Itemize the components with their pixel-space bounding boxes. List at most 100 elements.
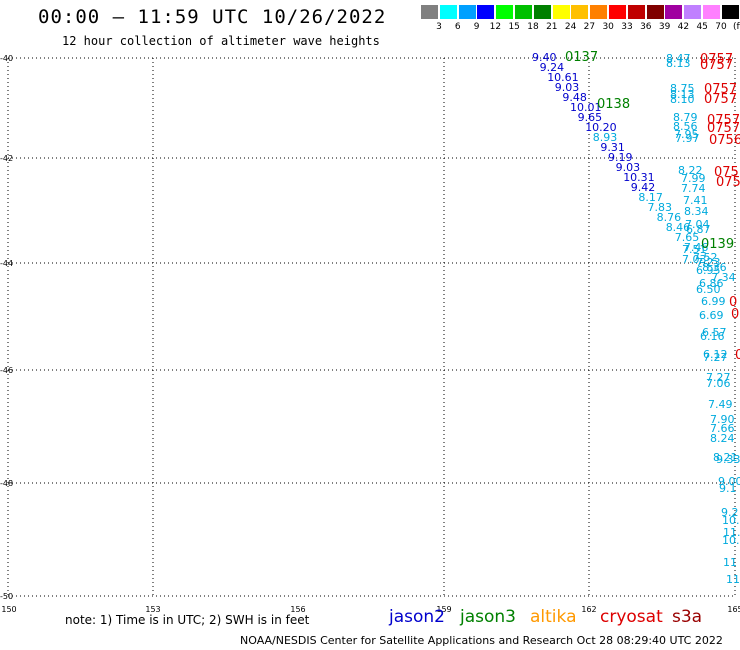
lat-label: -40 [0, 54, 13, 63]
swh-value: 8.10 [670, 93, 695, 106]
lon-label: 150 [1, 605, 16, 614]
swh-value: 9.03 [555, 81, 580, 94]
legend-label: 6 [454, 22, 461, 32]
lon-label: 153 [145, 605, 160, 614]
legend-swatch [533, 5, 551, 19]
legend-swatch [703, 5, 720, 19]
swh-value: 6.99 [701, 295, 726, 308]
swh-value: 7.83 [648, 201, 673, 214]
cycle-id: 0139 [701, 237, 734, 252]
legend-swatch [721, 5, 739, 19]
swh-value: 10. [722, 514, 740, 527]
swh-value: 6.12 [703, 348, 728, 361]
swh-value: 7.41 [683, 194, 708, 207]
lon-label: 165 [727, 605, 740, 614]
altimeter-tracks: 9.409.2410.619.039.4810.019.6510.208.939… [532, 50, 740, 586]
legend-swatch [458, 5, 476, 19]
cycle-id: 0137 [565, 50, 598, 65]
satellite-cryosat-label: cryosat [600, 607, 663, 627]
swh-value: 8.34 [684, 205, 709, 218]
page-title: 00:00 – 11:59 UTC 10/26/2022 [38, 6, 387, 28]
lat-label: -48 [0, 479, 13, 488]
legend-swatch [477, 5, 495, 19]
legend-swatch [665, 5, 683, 19]
legend-swatch [684, 5, 702, 19]
legend-label: 21 [546, 22, 558, 32]
swh-value: 6.57 [702, 326, 727, 339]
swh-value: 8.13 [666, 57, 691, 70]
swh-value: 7.90 [710, 413, 735, 426]
legend-unit: (ft) [733, 22, 740, 32]
swh-value: 11. [723, 526, 740, 539]
swh-value: 9.31 [600, 141, 625, 154]
legend-swatch [590, 5, 608, 19]
swh-value: 7.52 [693, 251, 718, 264]
legend-label: 12 [489, 22, 502, 32]
swh-value: 11 [723, 556, 737, 569]
swh-value: 9.1 [719, 482, 737, 495]
cycle-id: 075 [716, 175, 740, 190]
cycle-id: 0 [735, 348, 740, 363]
lat-label: -44 [0, 259, 13, 268]
legend-label: 33 [621, 22, 633, 32]
swh-value: 10.20 [585, 121, 617, 134]
legend-swatch [496, 5, 514, 19]
legend-label: 39 [658, 22, 671, 32]
legend-label: 42 [677, 22, 690, 32]
legend-label: 15 [508, 22, 520, 32]
legend-swatch [571, 5, 589, 19]
units-note: note: 1) Time is in UTC; 2) SWH is in fe… [65, 613, 310, 627]
cycle-id: 0757 [707, 121, 740, 136]
swh-value: 6.87 [686, 223, 711, 236]
legend-label: 3 [436, 22, 442, 32]
legend-label: 27 [583, 22, 596, 32]
swh-value: 9.65 [578, 111, 603, 124]
swh-value: 7.66 [710, 422, 735, 435]
satellite-s3a-label: s3a [672, 607, 703, 627]
swh-value: 7.99 [681, 172, 706, 185]
legend-label: 18 [527, 22, 539, 32]
swh-value: 6.95 [696, 264, 721, 277]
swh-value: 8.76 [657, 211, 682, 224]
legend-label: 70 [715, 22, 727, 32]
lon-label: 162 [581, 605, 596, 614]
swh-value: 6.86 [699, 277, 724, 290]
legend-swatch [609, 5, 626, 19]
cycle-id: 0 [731, 307, 739, 322]
swh-value: 7.46 [684, 241, 709, 254]
legend-label: 9 [473, 22, 480, 32]
legend-label: 30 [602, 22, 614, 32]
lat-lon-grid [7, 57, 736, 597]
lon-label: 159 [436, 605, 451, 614]
legend-label: 45 [696, 22, 708, 32]
legend-swatch [515, 5, 532, 19]
swh-value: 9.00 [718, 475, 740, 488]
swh-value: 8.22 [678, 164, 703, 177]
swh-value: 8.56 [673, 120, 698, 133]
swh-value: 8.46 [666, 221, 691, 234]
swh-value: 7.65 [675, 231, 700, 244]
legend-swatch [646, 5, 664, 19]
swh-value: 8.24 [710, 432, 735, 445]
legend-swatch [421, 5, 438, 19]
swh-value: 9.40 [532, 51, 557, 64]
legend-label: 24 [564, 22, 577, 32]
swh-value: 7.51 [682, 243, 707, 256]
cycle-id: 0756 [709, 133, 740, 148]
swh-value: 8.93 [593, 131, 618, 144]
legend-label: 36 [640, 22, 652, 32]
swh-value: 10.01 [570, 101, 602, 114]
cycle-id: 0 [729, 295, 737, 310]
swh-value: 8.21 [713, 451, 738, 464]
lat-label: -42 [0, 154, 13, 163]
credit-line: NOAA/NESDIS Center for Satellite Applica… [240, 634, 723, 647]
satellite-altika-label: altika [530, 607, 577, 627]
swh-value: 10. [722, 534, 740, 547]
swh-value: 7.74 [681, 182, 706, 195]
swh-value: 7.95 [674, 128, 699, 141]
swh-value: 7.27 [706, 371, 731, 384]
swh-value: 9.33 [716, 453, 740, 466]
swh-value: 9.24 [540, 61, 565, 74]
legend-swatch [439, 5, 457, 19]
swh-value: 11 [726, 573, 740, 586]
